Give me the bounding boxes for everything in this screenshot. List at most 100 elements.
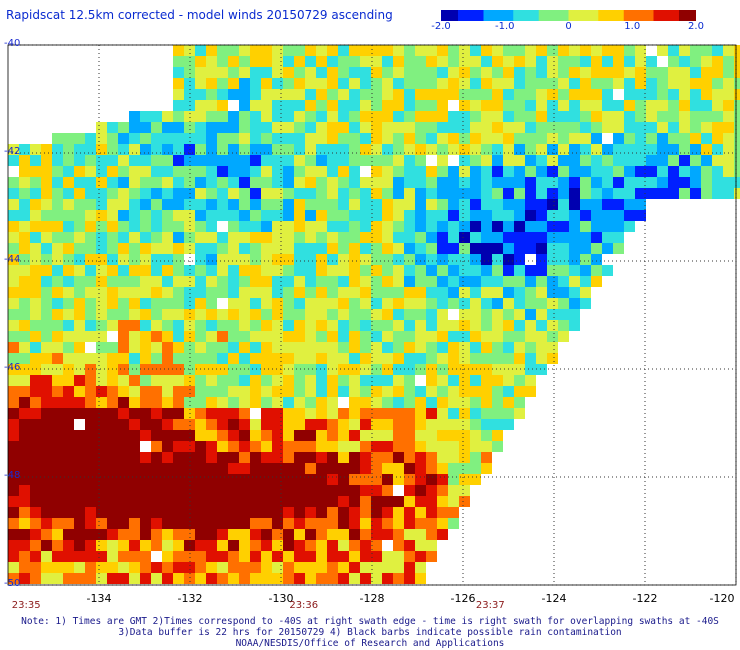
wind-difference-cell: [294, 419, 305, 430]
wind-difference-cell: [173, 199, 184, 210]
wind-difference-cell: [74, 309, 85, 320]
wind-difference-cell: [19, 166, 30, 177]
wind-difference-cell: [52, 463, 63, 474]
wind-difference-cell: [459, 243, 470, 254]
wind-difference-cell: [272, 320, 283, 331]
wind-difference-cell: [250, 177, 261, 188]
wind-difference-cell: [382, 287, 393, 298]
wind-difference-cell: [63, 540, 74, 551]
wind-difference-cell: [250, 375, 261, 386]
wind-difference-cell: [536, 276, 547, 287]
wind-difference-cell: [481, 100, 492, 111]
wind-difference-cell: [602, 232, 613, 243]
wind-difference-cell: [492, 100, 503, 111]
wind-difference-cell: [624, 188, 635, 199]
wind-difference-cell: [371, 386, 382, 397]
colorbar-swatch: [568, 10, 574, 21]
wind-difference-cell: [107, 265, 118, 276]
wind-difference-cell: [393, 485, 404, 496]
wind-difference-cell: [19, 529, 30, 540]
wind-difference-cell: [74, 243, 85, 254]
wind-difference-cell: [415, 89, 426, 100]
wind-difference-cell: [228, 155, 239, 166]
wind-difference-cell: [140, 166, 151, 177]
wind-difference-cell: [558, 56, 569, 67]
wind-difference-cell: [173, 309, 184, 320]
wind-difference-cell: [294, 430, 305, 441]
wind-difference-cell: [52, 232, 63, 243]
wind-difference-cell: [547, 265, 558, 276]
wind-difference-cell: [140, 111, 151, 122]
wind-difference-cell: [195, 309, 206, 320]
wind-difference-cell: [173, 386, 184, 397]
wind-difference-cell: [107, 287, 118, 298]
wind-difference-cell: [118, 375, 129, 386]
wind-difference-cell: [393, 397, 404, 408]
wind-difference-cell: [602, 254, 613, 265]
wind-difference-cell: [272, 199, 283, 210]
wind-difference-cell: [459, 100, 470, 111]
wind-difference-cell: [63, 507, 74, 518]
wind-difference-cell: [140, 221, 151, 232]
wind-difference-cell: [162, 375, 173, 386]
wind-difference-cell: [316, 210, 327, 221]
wind-difference-cell: [107, 485, 118, 496]
wind-difference-cell: [514, 397, 525, 408]
wind-difference-cell: [327, 177, 338, 188]
wind-difference-cell: [173, 474, 184, 485]
wind-difference-cell: [85, 397, 96, 408]
wind-difference-cell: [19, 562, 30, 573]
wind-difference-cell: [96, 287, 107, 298]
wind-difference-cell: [569, 221, 580, 232]
wind-difference-cell: [382, 397, 393, 408]
wind-difference-cell: [701, 100, 712, 111]
wind-difference-cell: [657, 100, 668, 111]
wind-difference-cell: [470, 353, 481, 364]
wind-difference-cell: [327, 67, 338, 78]
wind-difference-cell: [52, 144, 63, 155]
wind-difference-cell: [195, 331, 206, 342]
wind-difference-cell: [162, 529, 173, 540]
wind-difference-cell: [382, 232, 393, 243]
wind-difference-cell: [316, 507, 327, 518]
wind-difference-cell: [239, 496, 250, 507]
wind-difference-cell: [437, 309, 448, 320]
wind-difference-cell: [74, 254, 85, 265]
wind-difference-cell: [426, 100, 437, 111]
wind-difference-cell: [129, 155, 140, 166]
wind-difference-cell: [712, 133, 723, 144]
wind-difference-cell: [437, 386, 448, 397]
wind-difference-cell: [481, 210, 492, 221]
wind-difference-cell: [305, 320, 316, 331]
wind-difference-cell: [360, 342, 371, 353]
wind-difference-cell: [690, 122, 701, 133]
wind-difference-cell: [261, 56, 272, 67]
wind-difference-cell: [338, 573, 349, 584]
wind-difference-cell: [338, 177, 349, 188]
wind-difference-cell: [217, 133, 228, 144]
wind-difference-cell: [547, 221, 558, 232]
wind-difference-cell: [327, 144, 338, 155]
wind-difference-cell: [272, 45, 283, 56]
wind-difference-cell: [613, 133, 624, 144]
wind-difference-cell: [239, 67, 250, 78]
wind-difference-cell: [602, 67, 613, 78]
wind-difference-cell: [173, 320, 184, 331]
wind-difference-cell: [272, 496, 283, 507]
footnotes: Note: 1) Times are GMT 2)Times correspon…: [0, 616, 740, 649]
wind-difference-cell: [228, 397, 239, 408]
wind-difference-cell: [646, 78, 657, 89]
wind-difference-cell: [624, 144, 635, 155]
wind-difference-cell: [437, 364, 448, 375]
wind-difference-cell: [305, 386, 316, 397]
wind-difference-cell: [525, 375, 536, 386]
wind-difference-cell: [118, 177, 129, 188]
wind-difference-cell: [459, 133, 470, 144]
longitude-tick-label: -126: [450, 592, 476, 605]
wind-difference-cell: [382, 551, 393, 562]
wind-difference-cell: [63, 188, 74, 199]
wind-difference-cell: [404, 298, 415, 309]
wind-difference-cell: [569, 89, 580, 100]
colorbar-swatch: [441, 10, 446, 21]
wind-difference-cell: [184, 463, 195, 474]
